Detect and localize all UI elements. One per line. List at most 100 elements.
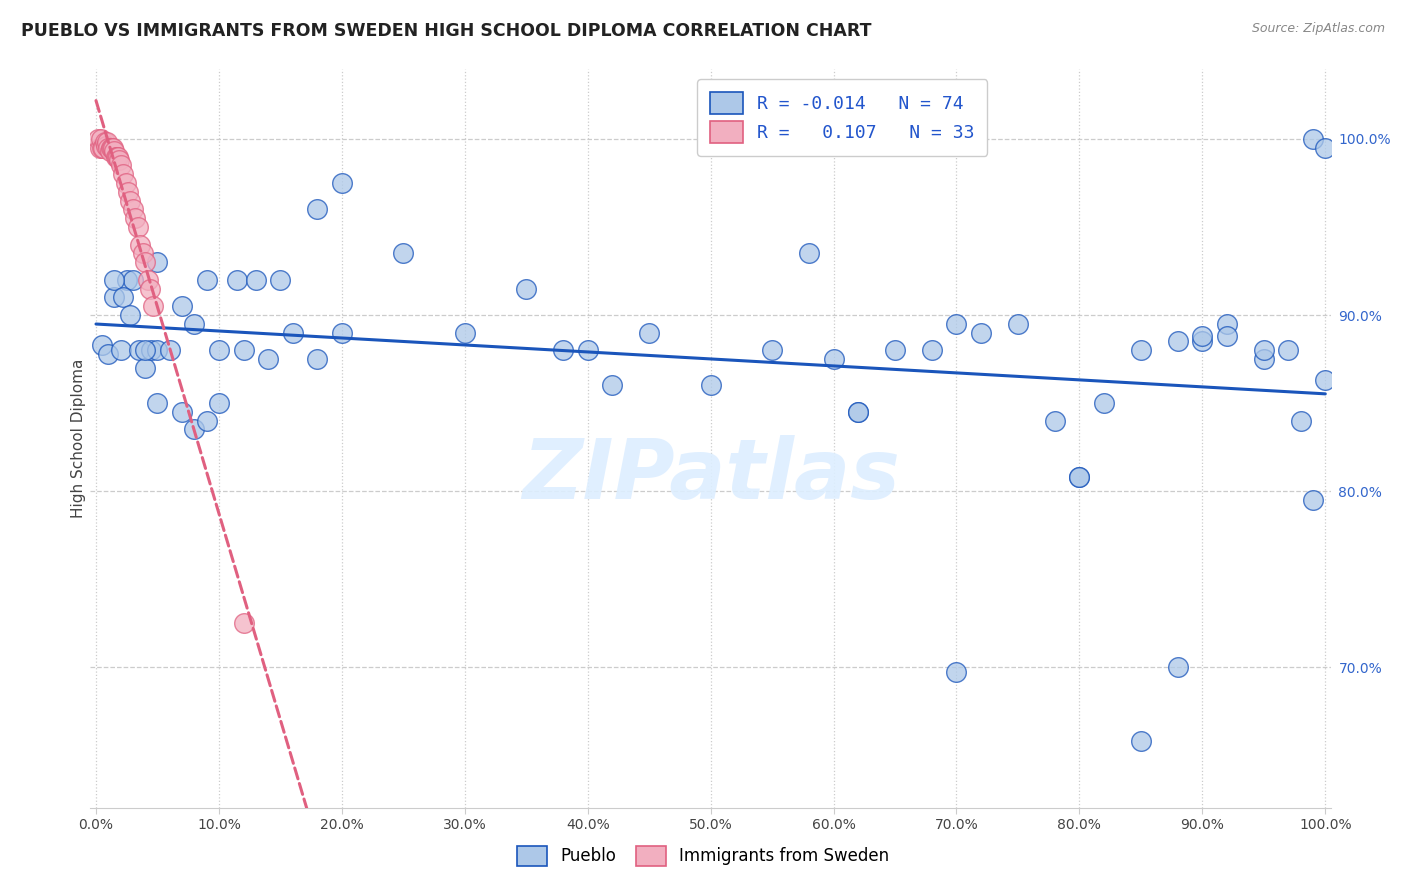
- Point: [101, 141, 124, 155]
- Point: [281, 326, 304, 340]
- Point: [146, 343, 169, 358]
- Point: [134, 343, 156, 358]
- Point: [245, 273, 267, 287]
- Point: [90, 132, 112, 146]
- Point: [576, 343, 599, 358]
- Point: [114, 176, 136, 190]
- Point: [195, 273, 218, 287]
- Point: [1069, 470, 1091, 484]
- Point: [1216, 317, 1239, 331]
- Point: [699, 378, 721, 392]
- Point: [112, 167, 135, 181]
- Point: [132, 246, 155, 260]
- Point: [515, 282, 537, 296]
- Point: [141, 299, 163, 313]
- Point: [269, 273, 291, 287]
- Point: [139, 282, 162, 296]
- Point: [1191, 334, 1213, 349]
- Point: [87, 132, 110, 146]
- Point: [103, 145, 125, 159]
- Point: [96, 136, 118, 150]
- Point: [761, 343, 783, 358]
- Point: [638, 326, 661, 340]
- Point: [94, 139, 117, 153]
- Point: [120, 194, 142, 208]
- Point: [846, 405, 869, 419]
- Point: [134, 360, 156, 375]
- Point: [1007, 317, 1029, 331]
- Point: [103, 290, 125, 304]
- Text: Source: ZipAtlas.com: Source: ZipAtlas.com: [1251, 22, 1385, 36]
- Point: [103, 273, 125, 287]
- Point: [183, 422, 205, 436]
- Point: [1167, 660, 1189, 674]
- Point: [330, 176, 353, 190]
- Point: [846, 405, 869, 419]
- Point: [159, 343, 181, 358]
- Point: [1302, 492, 1324, 507]
- Point: [195, 414, 218, 428]
- Point: [1253, 343, 1275, 358]
- Point: [1315, 373, 1337, 387]
- Point: [91, 338, 114, 352]
- Point: [1129, 734, 1152, 748]
- Point: [100, 141, 122, 155]
- Point: [127, 219, 149, 234]
- Point: [122, 202, 145, 217]
- Point: [128, 343, 150, 358]
- Text: ZIPatlas: ZIPatlas: [522, 434, 900, 516]
- Point: [970, 326, 993, 340]
- Point: [1253, 351, 1275, 366]
- Point: [1216, 329, 1239, 343]
- Point: [107, 150, 129, 164]
- Point: [1315, 141, 1337, 155]
- Point: [307, 202, 329, 217]
- Point: [257, 351, 280, 366]
- Point: [129, 237, 152, 252]
- Point: [93, 141, 115, 155]
- Point: [1277, 343, 1299, 358]
- Point: [105, 150, 128, 164]
- Point: [103, 141, 125, 155]
- Point: [553, 343, 575, 358]
- Legend: R = -0.014   N = 74, R =   0.107   N = 33: R = -0.014 N = 74, R = 0.107 N = 33: [697, 79, 987, 155]
- Point: [108, 153, 131, 167]
- Y-axis label: High School Diploma: High School Diploma: [72, 359, 86, 518]
- Point: [1043, 414, 1066, 428]
- Point: [208, 396, 231, 410]
- Point: [1092, 396, 1115, 410]
- Point: [120, 308, 142, 322]
- Point: [91, 141, 114, 155]
- Point: [93, 136, 115, 150]
- Point: [884, 343, 907, 358]
- Point: [1302, 132, 1324, 146]
- Point: [146, 255, 169, 269]
- Point: [97, 347, 120, 361]
- Point: [600, 378, 623, 392]
- Point: [117, 185, 139, 199]
- Point: [1289, 414, 1312, 428]
- Text: PUEBLO VS IMMIGRANTS FROM SWEDEN HIGH SCHOOL DIPLOMA CORRELATION CHART: PUEBLO VS IMMIGRANTS FROM SWEDEN HIGH SC…: [21, 22, 872, 40]
- Point: [330, 326, 353, 340]
- Point: [98, 145, 121, 159]
- Point: [115, 273, 138, 287]
- Point: [122, 273, 145, 287]
- Point: [110, 158, 132, 172]
- Point: [208, 343, 231, 358]
- Point: [945, 317, 967, 331]
- Point: [170, 405, 193, 419]
- Point: [945, 665, 967, 680]
- Point: [112, 290, 135, 304]
- Point: [141, 343, 163, 358]
- Point: [1129, 343, 1152, 358]
- Point: [104, 150, 127, 164]
- Point: [1167, 334, 1189, 349]
- Point: [170, 299, 193, 313]
- Point: [97, 141, 120, 155]
- Point: [797, 246, 820, 260]
- Point: [124, 211, 146, 226]
- Point: [89, 141, 111, 155]
- Point: [146, 396, 169, 410]
- Point: [226, 273, 249, 287]
- Point: [110, 343, 132, 358]
